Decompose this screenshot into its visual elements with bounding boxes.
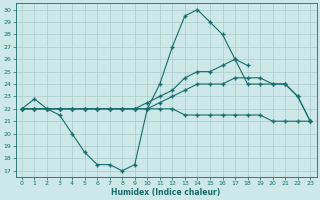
X-axis label: Humidex (Indice chaleur): Humidex (Indice chaleur) [111,188,221,197]
